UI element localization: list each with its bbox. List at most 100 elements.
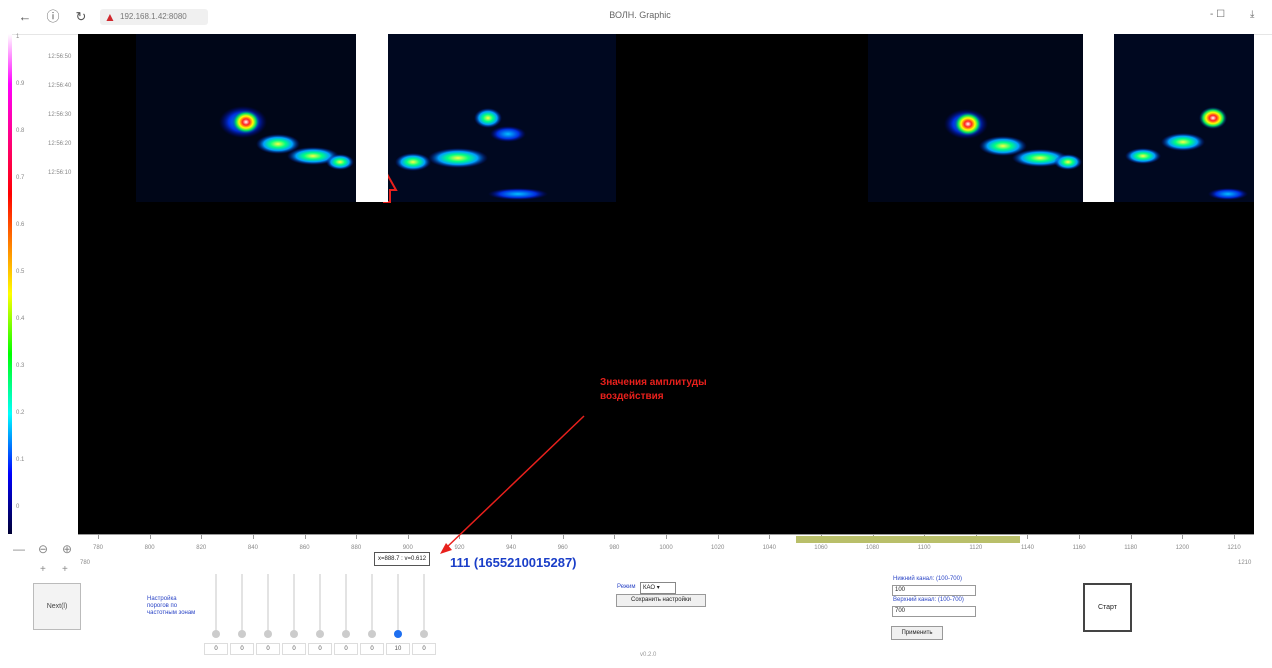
y-axis-tick: 12:56:10 xyxy=(48,170,72,176)
y-axis-tick: 12:56:50 xyxy=(48,54,72,60)
x-axis-tick-mark xyxy=(201,535,203,539)
slider-knob[interactable] xyxy=(290,630,298,638)
threshold-slider[interactable] xyxy=(238,574,246,638)
colorbar-tick: 0.9 xyxy=(16,81,25,87)
x-axis-right-label: 1210 xyxy=(1238,560,1252,566)
x-axis-tick-mark xyxy=(511,535,513,539)
x-axis-tick: 1040 xyxy=(762,545,776,551)
y-axis-tick: 12:56:40 xyxy=(48,83,72,89)
slider-value-input[interactable]: 0 xyxy=(308,643,332,655)
slider-knob[interactable] xyxy=(342,630,350,638)
start-button[interactable]: Старт xyxy=(1083,583,1132,632)
address-bar[interactable] xyxy=(100,9,208,25)
slider-knob[interactable] xyxy=(238,630,246,638)
signal-blob xyxy=(490,126,526,142)
lower-channel-input[interactable]: 100 xyxy=(892,585,976,596)
threshold-slider[interactable] xyxy=(394,574,402,638)
save-settings-button[interactable]: Сохранить настройки xyxy=(616,594,706,607)
x-axis-tick: 1100 xyxy=(917,545,931,551)
zoom-out-icon[interactable]: — xyxy=(13,542,25,556)
url-text: 192.168.1.42:8080 xyxy=(120,12,187,21)
x-axis-tick: 840 xyxy=(247,545,258,551)
colorbar-tick: 0.5 xyxy=(16,269,25,275)
slider-value-input[interactable]: 10 xyxy=(386,643,410,655)
slider-knob[interactable] xyxy=(368,630,376,638)
slider-value-input[interactable]: 0 xyxy=(256,643,280,655)
minus-button[interactable]: + xyxy=(62,564,68,575)
annotation-line-2: воздействия xyxy=(600,391,664,402)
threshold-slider[interactable] xyxy=(212,574,220,638)
slider-track xyxy=(397,574,399,636)
slider-value-input[interactable]: 0 xyxy=(334,643,358,655)
selected-record-id: 111 (1655210015287) xyxy=(450,555,577,570)
upper-channel-label: Верхний канал: (100-700) xyxy=(893,597,964,603)
download-icon[interactable]: ⤓ xyxy=(1250,9,1255,20)
x-axis-tick: 960 xyxy=(557,545,568,551)
slider-track xyxy=(319,574,321,636)
signal-blob xyxy=(256,134,300,154)
signal-blob xyxy=(287,147,339,165)
x-axis-tick-mark xyxy=(1079,535,1081,539)
slider-knob[interactable] xyxy=(212,630,220,638)
next-button[interactable]: Next(l) xyxy=(33,583,81,630)
colorbar-area xyxy=(0,34,10,534)
x-axis-tick: 1020 xyxy=(710,545,725,551)
y-axis-tick: 12:56:30 xyxy=(48,112,72,118)
x-axis-tick: 1200 xyxy=(1175,545,1190,551)
spectrogram-svg xyxy=(136,34,1254,203)
x-axis-tick: 1210 xyxy=(1227,545,1241,551)
x-axis-tick-mark xyxy=(1182,535,1184,539)
signal-blob xyxy=(474,108,502,128)
selection-range-bar[interactable] xyxy=(796,536,1020,543)
x-axis-tick: 980 xyxy=(609,545,620,551)
lower-channel-label: Нижний канал: (100-700) xyxy=(893,576,962,582)
warning-icon: ▲ xyxy=(104,10,116,24)
spectrogram-plot[interactable] xyxy=(78,34,1254,534)
apply-button[interactable]: Применить xyxy=(891,626,943,640)
plus-button[interactable]: + xyxy=(40,564,46,575)
slider-value-input[interactable]: 0 xyxy=(412,643,436,655)
slider-knob[interactable] xyxy=(316,630,324,638)
signal-blob xyxy=(1054,154,1082,170)
annotation-line-1: Значения амплитуды xyxy=(600,377,707,388)
x-axis-tick: 820 xyxy=(196,545,207,551)
window-controls[interactable]: - ☐ xyxy=(1210,9,1226,20)
slider-track xyxy=(345,574,347,636)
x-axis-tick: 1120 xyxy=(969,545,983,551)
info-icon[interactable]: ⓘ xyxy=(46,9,60,24)
threshold-slider[interactable] xyxy=(342,574,350,638)
slider-knob[interactable] xyxy=(420,630,428,638)
threshold-slider[interactable] xyxy=(290,574,298,638)
x-axis-tick: 1180 xyxy=(1124,545,1138,551)
reload-icon[interactable]: ↻ xyxy=(75,9,87,24)
mode-select[interactable]: КАО ▾ xyxy=(640,582,676,594)
version-text: v0.2.0 xyxy=(640,652,657,658)
x-axis-tick-mark xyxy=(614,535,616,539)
threshold-slider[interactable] xyxy=(264,574,272,638)
slider-value-input[interactable]: 0 xyxy=(230,643,254,655)
y-axis-labels: 12:56:50 12:56:40 12:56:30 12:56:20 12:56:10 xyxy=(30,34,78,534)
signal-blob xyxy=(979,136,1027,156)
signal-blob xyxy=(1161,133,1205,151)
threshold-slider[interactable] xyxy=(316,574,324,638)
slider-value-input[interactable]: 0 xyxy=(360,643,384,655)
colorbar-tick: 0.3 xyxy=(16,363,25,369)
threshold-slider[interactable] xyxy=(368,574,376,638)
signal-blob xyxy=(232,110,260,134)
zoom-in-icon[interactable]: ⊕ xyxy=(61,542,73,556)
threshold-slider[interactable] xyxy=(420,574,428,638)
signal-blob xyxy=(1199,107,1227,129)
signal-blob xyxy=(1208,188,1248,200)
colorbar-tick: 0.1 xyxy=(16,457,25,463)
back-icon[interactable]: ← xyxy=(18,9,32,24)
signal-blob xyxy=(1125,148,1161,164)
slider-track xyxy=(293,574,295,636)
zoom-reset-icon[interactable]: ⊖ xyxy=(37,542,49,556)
slider-value-input[interactable]: 0 xyxy=(282,643,306,655)
x-axis-tick-mark xyxy=(149,535,151,539)
upper-channel-input[interactable]: 700 xyxy=(892,606,976,617)
x-axis-tick-mark xyxy=(459,535,461,539)
slider-value-input[interactable]: 0 xyxy=(204,643,228,655)
slider-knob[interactable] xyxy=(394,630,402,638)
slider-knob[interactable] xyxy=(264,630,272,638)
